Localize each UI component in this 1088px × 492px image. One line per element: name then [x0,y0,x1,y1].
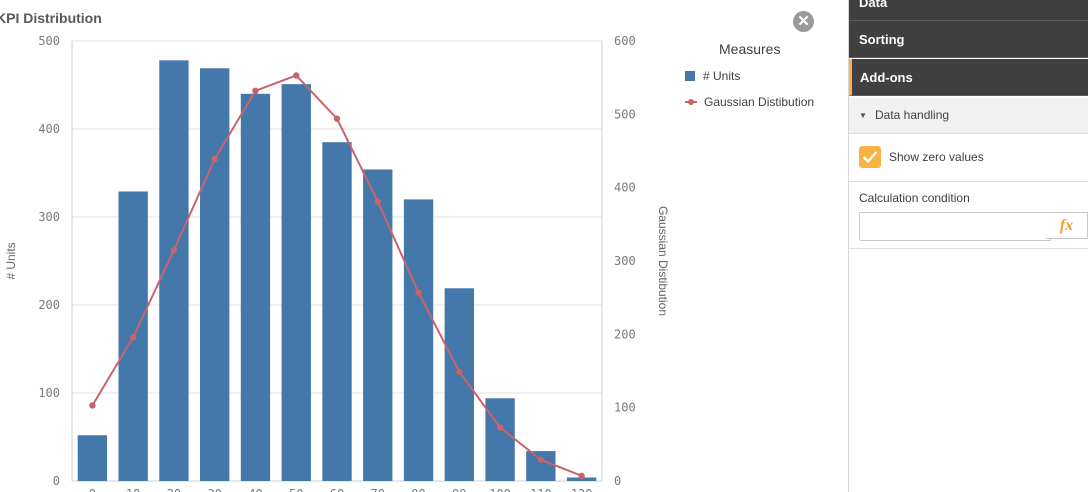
line-point [89,402,96,409]
line-point [537,456,545,463]
bar [240,93,271,482]
y2-tick-label: 0 [614,474,621,488]
show-zero-values-checkbox[interactable] [859,146,881,168]
y2-tick-label: 500 [614,107,636,121]
line-point [456,368,463,375]
divider [849,248,1088,249]
bar [485,398,515,481]
tab-sorting[interactable]: Sorting [849,21,1088,58]
x-tick-label: 20 [167,487,181,492]
y-tick-label: 0 [53,474,60,488]
combo-chart: 0 100 200 300 400 500 0 100 200 300 400 500 600 0 10 20… [4,34,670,492]
x-tick-label: 10 [126,487,140,492]
bar [322,142,352,481]
section-data-handling[interactable]: ▼ Data handling [849,98,1088,134]
legend-item-gaussian[interactable]: Gaussian Distibution [685,95,814,109]
line-point [333,115,341,122]
line-point [252,87,259,95]
bar [566,477,597,481]
y2-tick-label: 400 [614,181,636,195]
y-tick-label: 300 [38,210,60,224]
legend-title: Measures [719,41,781,57]
x-tick-label: 30 [207,487,221,492]
x-tick-label: 70 [371,487,385,492]
line-point [374,198,381,205]
x-tick-label: 80 [411,487,425,492]
x-tick-label: 100 [489,487,511,492]
x-tick-label: 110 [530,487,552,492]
line-point [170,246,178,254]
calc-condition-input[interactable] [859,212,1051,241]
y-axis-title: # Units [4,242,18,279]
x-tick-label: 60 [330,487,344,492]
tab-data[interactable]: Data [849,0,1088,21]
legend-label-units: # Units [703,69,741,83]
x-tick-label: 50 [289,487,303,492]
show-zero-values-label: Show zero values [889,150,984,164]
y2-axis-title: Gaussian Distibution [656,206,670,316]
fx-expression-button[interactable]: fx [1046,212,1088,239]
line-point [293,72,300,79]
line-point [211,155,218,163]
properties-panel: Data Sorting Add-ons ▼ Data handling Sho… [848,0,1088,492]
x-tick-label: 90 [452,487,466,492]
bar [363,169,393,482]
checkmark-icon [862,151,878,164]
calc-condition-label: Calculation condition [859,191,970,205]
bar [403,199,434,481]
caret-down-icon: ▼ [859,111,867,120]
line-point [129,334,137,341]
bar [526,451,556,481]
line-point [496,424,504,431]
bar [281,84,311,482]
line-point [578,472,585,480]
x-tick-label: 120 [571,487,593,492]
tab-add-ons[interactable]: Add-ons [849,59,1088,96]
bar [77,435,108,481]
y-tick-label: 400 [38,122,60,136]
chart-title: KPI Distribution [0,10,102,26]
legend-swatch-bar [685,71,695,81]
divider [849,181,1088,182]
y-tick-label: 200 [38,298,60,312]
line-point [415,289,422,296]
legend-item-units[interactable]: # Units [685,69,740,83]
x-tick-label: 40 [248,487,262,492]
bar [200,68,230,481]
y2-tick-label: 600 [614,34,636,48]
legend-label-gaussian: Gaussian Distibution [704,95,815,109]
y-tick-label: 100 [38,386,60,400]
y2-tick-label: 300 [614,254,636,268]
y2-tick-label: 100 [614,401,636,415]
y-tick-label: 500 [38,34,60,48]
y2-tick-label: 200 [614,327,636,341]
section-label: Data handling [875,108,950,122]
legend-swatch-line [685,97,697,107]
close-icon[interactable]: ✕ [793,11,814,32]
x-tick-label: 0 [89,487,96,492]
